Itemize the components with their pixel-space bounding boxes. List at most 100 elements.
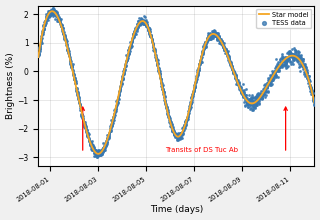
TESS data: [91, 145, 96, 149]
TESS data: [151, 48, 156, 52]
TESS data: [267, 73, 272, 77]
TESS data: [93, 150, 98, 154]
TESS data: [140, 22, 145, 25]
TESS data: [179, 132, 184, 136]
TESS data: [141, 20, 146, 24]
TESS data: [230, 70, 236, 74]
TESS data: [183, 121, 188, 124]
TESS data: [104, 140, 109, 143]
TESS data: [92, 150, 97, 153]
TESS data: [155, 63, 160, 66]
TESS data: [211, 37, 216, 40]
TESS data: [299, 58, 304, 62]
TESS data: [311, 97, 316, 101]
TESS data: [70, 72, 76, 75]
TESS data: [149, 39, 154, 43]
TESS data: [57, 21, 62, 24]
TESS data: [36, 54, 41, 57]
TESS data: [196, 64, 202, 68]
TESS data: [60, 26, 65, 29]
TESS data: [86, 131, 91, 134]
TESS data: [52, 8, 57, 12]
TESS data: [178, 135, 183, 138]
TESS data: [47, 9, 52, 13]
TESS data: [152, 47, 157, 51]
TESS data: [48, 8, 53, 12]
TESS data: [102, 148, 107, 151]
TESS data: [305, 76, 310, 80]
TESS data: [230, 66, 235, 69]
TESS data: [126, 51, 131, 54]
TESS data: [131, 29, 136, 33]
TESS data: [218, 37, 223, 40]
TESS data: [41, 25, 46, 28]
TESS data: [225, 54, 230, 57]
TESS data: [40, 31, 45, 35]
TESS data: [148, 30, 153, 34]
TESS data: [140, 20, 145, 23]
TESS data: [141, 22, 147, 26]
TESS data: [237, 86, 243, 89]
TESS data: [96, 154, 101, 158]
TESS data: [213, 31, 218, 35]
TESS data: [88, 140, 93, 144]
TESS data: [209, 33, 214, 37]
TESS data: [250, 105, 255, 109]
TESS data: [250, 99, 255, 103]
TESS data: [307, 79, 312, 82]
TESS data: [93, 148, 98, 152]
TESS data: [124, 54, 129, 57]
TESS data: [284, 66, 289, 70]
TESS data: [132, 31, 137, 34]
TESS data: [226, 53, 231, 57]
TESS data: [130, 34, 135, 37]
TESS data: [82, 122, 87, 125]
TESS data: [211, 33, 216, 37]
TESS data: [40, 29, 45, 32]
TESS data: [163, 106, 168, 109]
TESS data: [283, 62, 288, 66]
TESS data: [299, 55, 304, 59]
TESS data: [271, 73, 276, 76]
TESS data: [68, 59, 74, 63]
TESS data: [46, 13, 52, 17]
TESS data: [137, 21, 142, 25]
TESS data: [86, 137, 91, 140]
TESS data: [265, 80, 270, 84]
TESS data: [161, 90, 166, 94]
TESS data: [189, 96, 195, 100]
TESS data: [207, 31, 212, 35]
TESS data: [245, 96, 250, 100]
TESS data: [103, 143, 108, 147]
TESS data: [220, 41, 225, 45]
TESS data: [245, 99, 251, 103]
TESS data: [147, 34, 152, 38]
TESS data: [48, 12, 53, 15]
TESS data: [178, 137, 183, 140]
TESS data: [60, 28, 65, 32]
TESS data: [123, 64, 128, 68]
TESS data: [94, 156, 99, 159]
TESS data: [39, 41, 44, 45]
TESS data: [103, 144, 108, 147]
TESS data: [101, 144, 107, 148]
TESS data: [223, 46, 228, 50]
TESS data: [256, 95, 261, 98]
TESS data: [36, 52, 41, 56]
TESS data: [45, 10, 50, 13]
TESS data: [134, 25, 139, 29]
TESS data: [60, 31, 66, 35]
TESS data: [257, 93, 262, 96]
TESS data: [301, 64, 306, 68]
TESS data: [237, 86, 242, 90]
TESS data: [298, 60, 303, 63]
TESS data: [229, 67, 235, 70]
TESS data: [89, 140, 94, 143]
TESS data: [307, 79, 312, 82]
TESS data: [310, 98, 316, 102]
TESS data: [256, 96, 261, 99]
TESS data: [292, 55, 298, 59]
TESS data: [135, 25, 140, 29]
TESS data: [261, 93, 266, 97]
TESS data: [87, 138, 92, 141]
